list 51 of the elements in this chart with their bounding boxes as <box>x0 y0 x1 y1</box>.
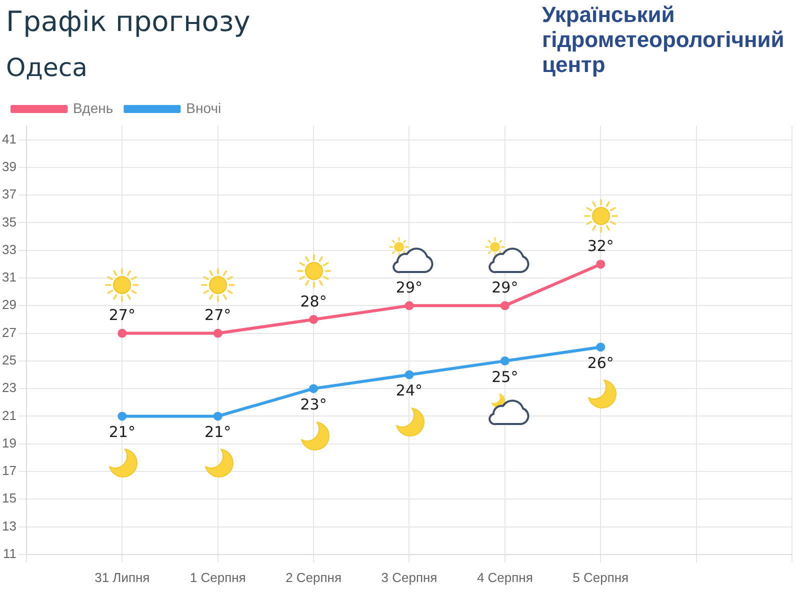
y-tick-label: 19 <box>2 435 16 450</box>
point <box>118 328 127 338</box>
y-tick-label: 41 <box>2 131 16 146</box>
y-tick-label: 23 <box>2 380 16 396</box>
data-label: 27° <box>204 306 232 324</box>
y-tick-label: 13 <box>2 518 16 534</box>
point <box>404 370 414 380</box>
y-tick-label: 27 <box>2 324 16 340</box>
legend-label: Вночі <box>186 100 222 116</box>
point <box>596 342 606 352</box>
point <box>596 260 606 269</box>
y-tick-label: 37 <box>2 186 16 202</box>
data-label: 21° <box>108 423 136 442</box>
y-tick-label: 25 <box>2 352 16 368</box>
point <box>309 314 318 324</box>
data-label: 26° <box>587 354 614 372</box>
data-label: 29° <box>492 278 518 297</box>
point <box>309 384 318 394</box>
chart-subtitle: Одеса <box>6 52 88 84</box>
x-tick-label: 3 Серпня <box>381 570 438 585</box>
data-label: 23° <box>300 395 327 414</box>
y-tick-label: 39 <box>2 159 16 174</box>
data-label: 32° <box>587 237 614 256</box>
data-label: 27° <box>108 306 136 324</box>
y-tick-label: 31 <box>2 270 16 285</box>
point <box>213 328 222 338</box>
y-tick-label: 29 <box>2 297 16 312</box>
data-label: 24° <box>396 382 423 400</box>
y-tick-label: 15 <box>2 490 16 506</box>
legend-label: Вдень <box>73 100 114 116</box>
data-label: 21° <box>204 423 232 442</box>
data-label: 25° <box>492 368 518 386</box>
x-tick-label: 4 Серпня <box>476 570 533 585</box>
point <box>404 301 414 310</box>
text: Український гідрометеорологічний центр <box>542 2 786 77</box>
y-tick-label: 11 <box>2 546 16 561</box>
point <box>213 412 222 421</box>
y-tick-label: 21 <box>2 408 16 423</box>
point <box>118 412 127 421</box>
point <box>500 356 510 366</box>
y-tick-label: 33 <box>2 242 16 257</box>
point <box>500 301 510 310</box>
x-tick-label: 31 Липня <box>94 570 150 585</box>
chart-title: Графік прогнозу <box>6 4 250 40</box>
data-label: 28° <box>300 292 327 310</box>
data-label: 29° <box>396 278 423 297</box>
x-tick-label: 2 Серпня <box>286 570 342 585</box>
x-tick-label: 5 Серпня <box>572 570 629 585</box>
y-tick-label: 35 <box>2 214 16 230</box>
y-tick-label: 17 <box>2 463 16 478</box>
x-tick-label: 1 Серпня <box>190 570 246 585</box>
